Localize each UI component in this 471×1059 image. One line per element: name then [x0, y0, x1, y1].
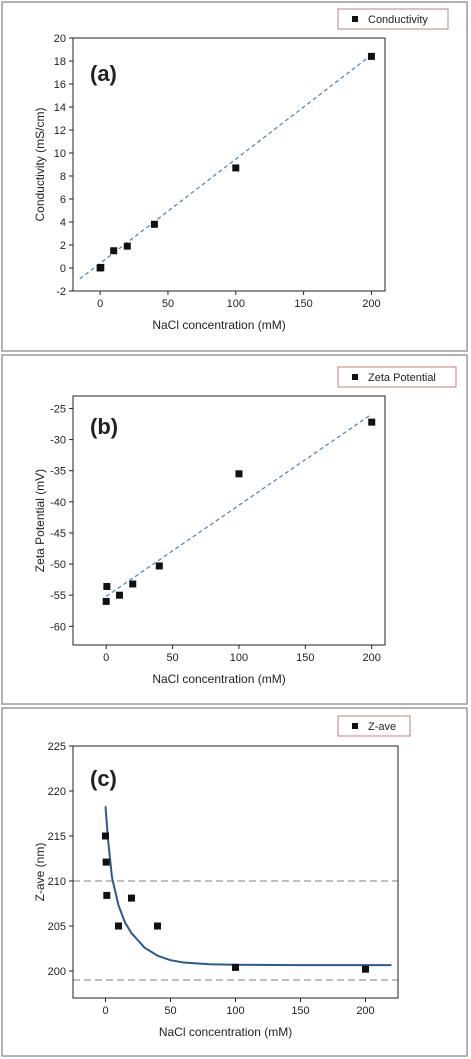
x-tick-label: 200 [356, 1005, 374, 1017]
panel-letter: (c) [90, 766, 117, 791]
data-point [154, 922, 161, 930]
y-tick-label: 4 [60, 217, 66, 229]
x-tick-label: 100 [227, 298, 245, 310]
data-point [367, 52, 375, 60]
data-point [362, 965, 369, 973]
y-tick-label: 12 [54, 125, 66, 137]
y-tick-label: 20 [54, 33, 66, 45]
x-tick-label: 50 [162, 298, 174, 310]
legend-box [337, 8, 449, 30]
data-point [232, 164, 240, 172]
data-point [115, 922, 122, 930]
data-point [102, 832, 109, 840]
panel-frame [1, 707, 468, 1057]
data-point [368, 418, 376, 426]
x-tick-label: 100 [226, 1005, 244, 1017]
x-axis-label: NaCl concentration (mM) [152, 318, 285, 332]
x-tick-label: 50 [164, 1005, 176, 1017]
data-point [155, 562, 163, 570]
y-tick-label: -45 [50, 528, 66, 540]
y-tick-label: -40 [50, 497, 66, 509]
plot-area [72, 395, 386, 646]
legend-box [337, 366, 457, 388]
chart-panel-3: 200 205 210 215 220 225 0 50 100 150 200 NaCl conce… [1, 707, 468, 1057]
legend-label: Zeta Potential [368, 372, 436, 384]
fit-line [79, 52, 375, 280]
y-tick-label: 14 [54, 102, 66, 114]
x-tick-label: 0 [102, 1005, 108, 1017]
y-tick-label: 225 [48, 741, 66, 753]
data-point [115, 591, 123, 599]
data-point [103, 582, 111, 590]
fit-line [104, 806, 392, 967]
legend-marker [352, 723, 358, 729]
data-point [97, 263, 105, 271]
y-tick-label: 6 [60, 194, 66, 206]
y-tick-label: -25 [50, 403, 66, 415]
panel-frame [1, 354, 468, 705]
data-point [102, 858, 110, 866]
y-tick-label: 18 [54, 56, 66, 68]
y-tick-label: 10 [54, 148, 66, 160]
x-axis-label: NaCl concentration (mM) [159, 1025, 292, 1039]
plot-area [72, 37, 386, 292]
y-tick-label: 0 [60, 263, 66, 275]
x-tick-label: 50 [166, 652, 178, 664]
data-point [232, 963, 239, 971]
x-tick-label: 150 [296, 652, 314, 664]
panel-letter: (b) [90, 414, 118, 439]
panel-letter: (a) [90, 61, 117, 86]
data-point [123, 242, 131, 250]
y-tick-label: 220 [48, 786, 66, 798]
legend-label: Conductivity [368, 14, 428, 26]
data-point [128, 894, 135, 902]
y-axis-label: Z-ave (nm) [33, 843, 47, 902]
y-tick-label: 16 [54, 79, 66, 91]
y-axis-label: Zeta Potential (mV) [33, 469, 47, 572]
x-tick-label: 150 [294, 298, 312, 310]
data-point [150, 220, 158, 228]
x-tick-label: 0 [97, 298, 103, 310]
x-tick-label: 100 [230, 652, 248, 664]
data-point [129, 580, 137, 588]
x-axis-label: NaCl concentration (mM) [152, 672, 285, 686]
data-point [110, 247, 118, 255]
chart-panel-2: -60 -55 -50 -45 -40 -35 -30 -25 0 50 100 150 200 NaCl… [1, 354, 468, 705]
legend-box [337, 715, 411, 737]
fit-line [105, 413, 373, 597]
data-point [102, 597, 110, 605]
x-tick-label: 200 [362, 298, 380, 310]
y-tick-label: 210 [48, 876, 66, 888]
y-tick-label: 200 [48, 966, 66, 978]
y-tick-label: 2 [60, 240, 66, 252]
legend-marker [352, 374, 358, 380]
legend-label: Z-ave [368, 721, 396, 733]
x-tick-label: 0 [103, 652, 109, 664]
y-tick-label: -50 [50, 559, 66, 571]
legend-marker [352, 16, 358, 22]
y-tick-label: 8 [60, 171, 66, 183]
x-tick-label: 150 [291, 1005, 309, 1017]
panel-frame [1, 1, 468, 352]
y-tick-label: -60 [50, 621, 66, 633]
y-tick-label: 205 [48, 921, 66, 933]
y-tick-label: -35 [50, 466, 66, 478]
y-tick-label: -2 [56, 286, 66, 298]
y-tick-label: -30 [50, 435, 66, 447]
y-tick-label: 215 [48, 831, 66, 843]
x-tick-label: 200 [363, 652, 381, 664]
data-point [235, 470, 243, 478]
data-point [103, 891, 111, 899]
y-axis-label: Conductivity (mS/cm) [33, 107, 47, 221]
y-tick-label: -55 [50, 590, 66, 602]
